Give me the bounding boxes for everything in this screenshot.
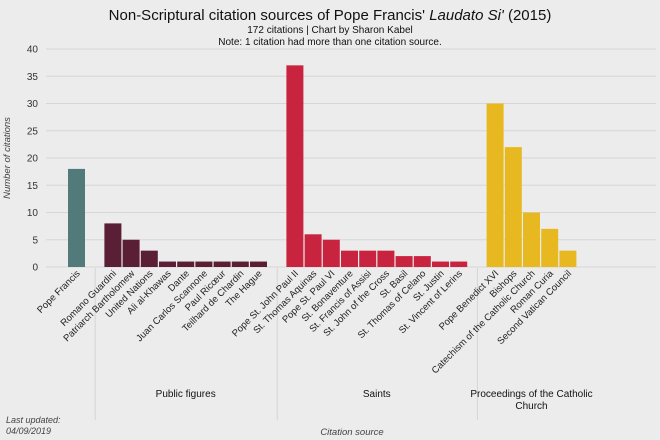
chart-note: Note: 1 citation had more than one citat… <box>218 37 441 48</box>
bars <box>68 65 577 267</box>
group-label: Public figures <box>156 389 216 400</box>
bar <box>122 239 140 267</box>
y-tick-label: 40 <box>27 45 39 56</box>
chart-subtitle: 172 citations | Chart by Sharon Kabel <box>247 25 412 36</box>
y-tick-label: 25 <box>27 126 39 137</box>
bar <box>377 250 395 267</box>
y-tick-label: 15 <box>27 181 39 192</box>
bar <box>140 250 158 267</box>
y-axis-ticks: 0 5 10 15 20 25 30 35 40 <box>27 45 39 274</box>
bar <box>541 228 559 267</box>
group-label: Church <box>515 401 547 412</box>
y-tick-label: 5 <box>32 235 38 246</box>
bar <box>231 261 249 267</box>
group-labels: Public figures Saints Proceedings of the C… <box>156 389 593 412</box>
last-updated-date: 04/09/2019 <box>6 426 51 436</box>
bar <box>213 261 231 267</box>
bar <box>523 212 540 267</box>
bar <box>322 239 340 267</box>
bar <box>195 261 213 267</box>
bar <box>159 261 176 267</box>
group-label: Proceedings of the Catholic <box>470 389 592 400</box>
bar <box>450 261 468 267</box>
bar <box>250 261 267 267</box>
bar <box>486 103 504 267</box>
bar <box>68 168 85 267</box>
y-tick-label: 10 <box>27 208 39 219</box>
bar <box>395 256 413 267</box>
group-separators <box>94 268 478 420</box>
bar <box>286 65 304 267</box>
chart-title: Non-Scriptural citation sources of Pope … <box>109 7 552 24</box>
gridlines <box>46 48 656 268</box>
bar <box>504 147 522 267</box>
bar <box>359 250 377 267</box>
y-tick-label: 20 <box>27 154 39 165</box>
last-updated-label: Last updated: <box>6 415 61 425</box>
y-axis-title: Number of citations <box>2 117 13 199</box>
y-tick-label: 35 <box>27 72 39 83</box>
group-label: Saints <box>363 389 391 400</box>
bar <box>559 250 577 267</box>
bar <box>432 261 449 267</box>
bar <box>177 261 195 267</box>
bar <box>104 223 122 267</box>
bar <box>304 234 322 267</box>
bar <box>341 250 358 267</box>
x-axis-title: Citation source <box>320 427 383 438</box>
y-tick-label: 0 <box>32 263 38 274</box>
y-tick-label: 30 <box>27 99 39 110</box>
bar <box>413 256 431 267</box>
